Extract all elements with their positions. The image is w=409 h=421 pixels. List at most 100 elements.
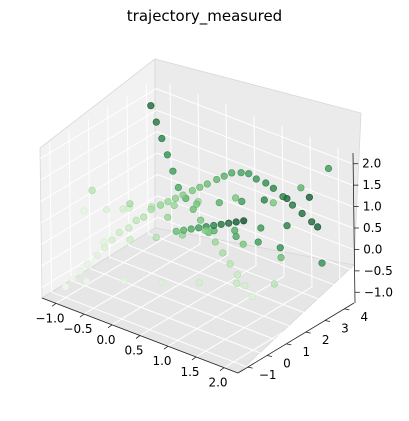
data-point [197, 216, 205, 224]
y-tick-label: 0 [283, 357, 291, 371]
data-point [132, 216, 140, 224]
x-tick-label: 1.5 [180, 365, 199, 379]
x-tick-mark [191, 356, 197, 361]
y-tick-label: 4 [361, 310, 369, 324]
z-tick-label: 2.0 [362, 157, 381, 171]
data-point [240, 217, 248, 225]
y-tick-mark [324, 320, 331, 322]
data-point [170, 201, 178, 209]
data-point [108, 236, 116, 244]
data-point [262, 179, 270, 187]
y-grid-line [49, 142, 248, 368]
data-point [233, 271, 242, 279]
y-tick-label: 2 [322, 333, 330, 347]
data-point [276, 244, 284, 252]
data-point [241, 282, 249, 290]
data-point [270, 280, 279, 288]
data-point [201, 227, 209, 235]
data-point [180, 226, 188, 234]
data-point [232, 232, 240, 241]
x-tick-mark [107, 324, 113, 329]
chart-title: trajectory_measured [126, 7, 283, 25]
data-point [195, 279, 203, 287]
data-point [314, 223, 322, 231]
data-point [163, 151, 171, 159]
data-point [238, 197, 246, 205]
data-point [88, 186, 96, 194]
data-point [232, 218, 240, 226]
data-point [254, 238, 262, 246]
data-point [84, 260, 92, 268]
data-point [126, 200, 134, 208]
data-point [82, 277, 90, 285]
z-tick-label: −1.0 [364, 285, 393, 299]
x-tick-label: −0.5 [63, 322, 92, 336]
data-point [164, 198, 172, 206]
data-point [158, 278, 166, 286]
data-point [172, 227, 180, 235]
data-point [193, 200, 201, 208]
data-point [93, 251, 101, 259]
z-grid-line [40, 131, 353, 208]
data-point [140, 213, 148, 221]
data-point [187, 225, 195, 233]
data-point [260, 196, 268, 204]
y-tick-mark [286, 343, 292, 346]
data-point [76, 268, 84, 276]
data-point [305, 193, 314, 201]
x-tick-mark [51, 303, 57, 307]
y-tick-label: 3 [341, 322, 349, 336]
data-point [171, 194, 180, 202]
x-grid-line [167, 126, 285, 347]
y-grid-line [126, 95, 326, 321]
data-point [237, 169, 245, 177]
data-point [147, 205, 155, 214]
data-point [169, 167, 177, 175]
x-tick-mark [219, 367, 225, 371]
data-point [226, 260, 234, 268]
x-tick-label: 0.5 [124, 344, 143, 358]
x-tick-label: 2.0 [208, 376, 227, 390]
z-tick-label: 0.5 [363, 221, 382, 235]
data-point [196, 183, 204, 191]
z-grid-line [40, 109, 353, 186]
data-point [277, 254, 285, 262]
data-point [100, 244, 109, 252]
data-point [80, 207, 88, 215]
z-grid-line [39, 88, 353, 165]
x-tick-mark [135, 335, 141, 339]
z-tick-label: 0.0 [363, 242, 382, 256]
data-point [126, 236, 134, 244]
data-point [279, 193, 287, 201]
z-tick-label: 1.5 [362, 178, 381, 192]
data-point [210, 221, 218, 230]
data-point [164, 213, 172, 221]
data-point [225, 219, 233, 227]
data-point [61, 283, 70, 291]
data-point [125, 224, 133, 232]
data-point [239, 240, 247, 248]
data-point [231, 226, 239, 234]
data-point [298, 209, 306, 218]
data-point [120, 278, 128, 286]
x-tick-label: 1.0 [152, 354, 171, 368]
data-point [233, 279, 241, 288]
data-point [174, 183, 182, 192]
z-tick-label: 1.0 [363, 200, 382, 214]
data-point [220, 172, 228, 180]
data-point [147, 102, 155, 110]
data-point [228, 169, 236, 177]
y-tick-mark [247, 366, 253, 369]
data-point [269, 184, 278, 192]
z-grid-line [41, 195, 354, 272]
x-grid-line [195, 136, 313, 358]
data-point [152, 118, 160, 126]
data-point [269, 199, 277, 207]
y-grid-line [107, 107, 306, 333]
data-point [297, 184, 305, 192]
data-point [152, 233, 160, 241]
x-tick-label: −1.0 [35, 311, 64, 325]
y-tick-mark [344, 308, 350, 311]
x-grid-line [83, 94, 201, 315]
